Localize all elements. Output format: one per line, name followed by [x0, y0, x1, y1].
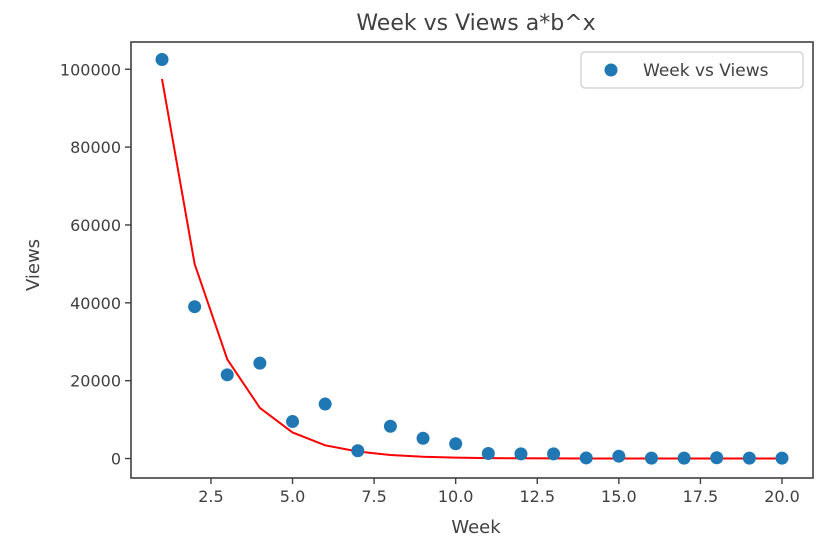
scatter-point: [481, 446, 495, 460]
x-tick-label: 2.5: [198, 487, 223, 506]
scatter-point: [383, 419, 397, 433]
scatter-point: [188, 300, 202, 314]
y-tick-label: 20000: [70, 372, 121, 391]
scatter-point: [286, 415, 300, 429]
x-axis: 2.5 5.0 7.5 10.0 12.5 15.0 17.5 20.0: [198, 478, 800, 506]
y-tick-label: 40000: [70, 294, 121, 313]
scatter-point: [351, 444, 365, 458]
scatter-point: [547, 447, 561, 461]
plot-area: [130, 41, 814, 479]
scatter-point: [710, 451, 724, 465]
scatter-point: [220, 368, 234, 382]
y-tick-label: 0: [111, 450, 121, 469]
legend-marker: [604, 63, 618, 77]
x-axis-label: Week: [451, 517, 501, 538]
scatter-point: [449, 437, 463, 451]
series-layer: [155, 53, 789, 465]
legend-label: Week vs Views: [643, 61, 769, 81]
scatter-point: [579, 451, 593, 465]
plot-frame: [130, 41, 814, 479]
scatter-point: [253, 356, 267, 370]
x-tick-label: 5.0: [280, 487, 305, 506]
scatter-point: [155, 53, 169, 67]
scatter-point: [612, 449, 626, 463]
scatter-point: [416, 431, 430, 445]
scatter-point: [775, 451, 789, 465]
x-tick-label: 15.0: [601, 487, 637, 506]
chart-title: Week vs Views a*b^x: [356, 11, 595, 36]
x-tick-label: 17.5: [683, 487, 719, 506]
x-tick-label: 20.0: [764, 487, 800, 506]
scatter-point: [742, 451, 756, 465]
scatter-point: [514, 447, 528, 461]
x-tick-label: 10.0: [438, 487, 474, 506]
scatter-point: [677, 451, 691, 465]
y-tick-label: 60000: [70, 216, 121, 235]
legend-box: [580, 51, 804, 89]
y-tick-label: 100000: [60, 60, 121, 79]
y-tick-label: 80000: [70, 138, 121, 157]
y-axis-label: Views: [23, 239, 44, 291]
legend: Week vs Views: [580, 51, 804, 89]
y-axis: 0 20000 40000 60000 80000 100000: [60, 60, 131, 469]
x-tick-label: 12.5: [519, 487, 555, 506]
x-tick-label: 7.5: [361, 487, 386, 506]
scatter-point: [644, 451, 658, 465]
scatter-point: [318, 397, 332, 411]
